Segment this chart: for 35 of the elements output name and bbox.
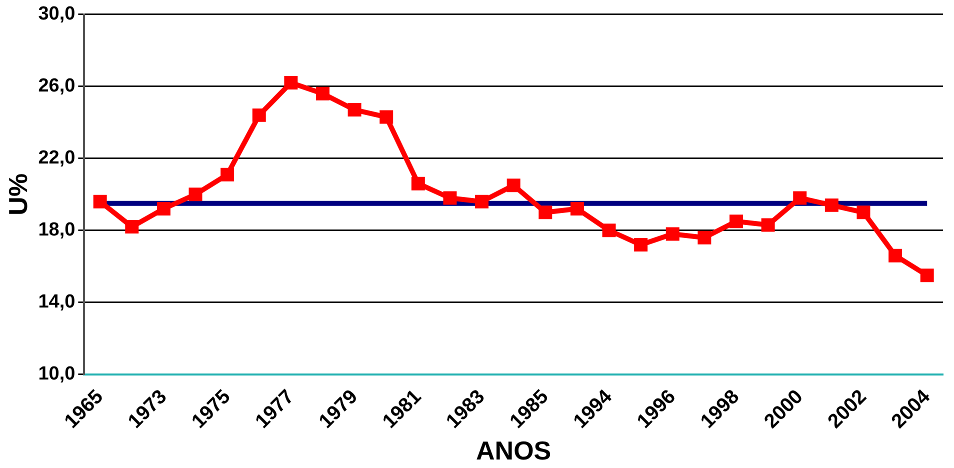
point xyxy=(284,76,298,90)
x-axis-title: ANOS xyxy=(476,436,552,466)
point xyxy=(698,230,712,244)
point xyxy=(125,220,139,234)
y-tick-label: 30,0 xyxy=(38,4,76,25)
y-tick-label: 14,0 xyxy=(38,292,76,313)
y-tick-label: 26,0 xyxy=(38,76,76,97)
y-tick-label: 22,0 xyxy=(38,148,76,169)
point xyxy=(188,188,202,202)
y-tick-label: 10,0 xyxy=(38,364,76,385)
point xyxy=(443,191,457,205)
point xyxy=(411,176,425,190)
point xyxy=(475,194,489,208)
point xyxy=(538,206,552,220)
point xyxy=(824,198,838,212)
y-axis-title: U% xyxy=(2,173,33,216)
point xyxy=(380,110,394,124)
point xyxy=(730,214,743,228)
point xyxy=(666,227,680,241)
point xyxy=(220,168,234,182)
point xyxy=(316,86,330,100)
point xyxy=(93,194,107,208)
point xyxy=(856,206,870,220)
point xyxy=(761,218,775,232)
point xyxy=(793,191,807,205)
point xyxy=(920,268,934,282)
point xyxy=(634,238,648,252)
point xyxy=(570,202,584,216)
point xyxy=(252,108,266,122)
point xyxy=(602,224,616,238)
point xyxy=(348,103,362,117)
point xyxy=(888,248,902,262)
point xyxy=(506,178,520,192)
y-tick-label: 18,0 xyxy=(38,220,76,241)
point xyxy=(156,202,170,216)
